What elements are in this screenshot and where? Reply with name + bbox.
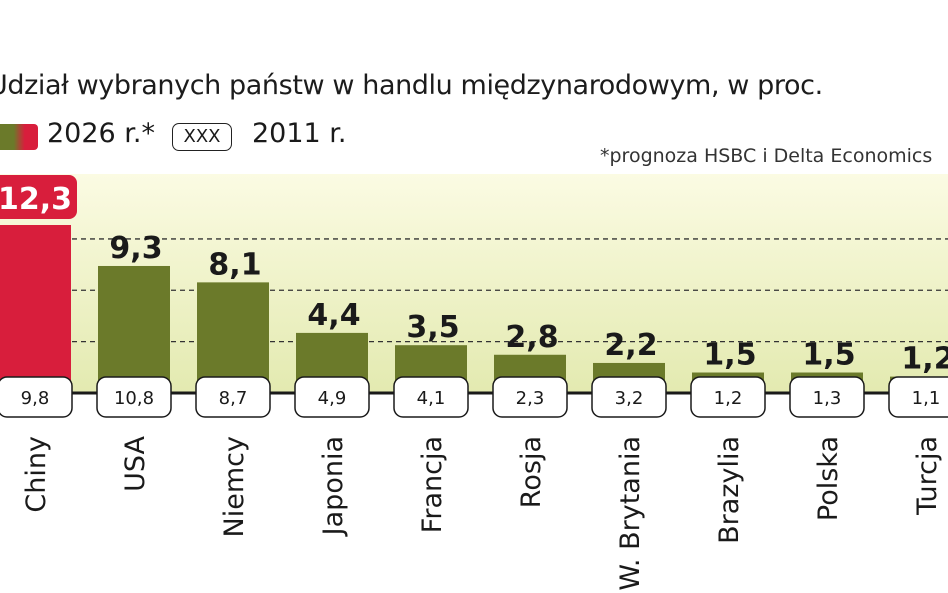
value-box-2011 [789, 376, 865, 418]
category-label: Brazylia [714, 436, 745, 544]
value-2011-label: 4,1 [417, 388, 446, 409]
bar-value-label: 1,2 [901, 342, 948, 377]
bar-1 [0, 225, 71, 393]
bar-value-label: 4,4 [307, 298, 360, 333]
bar-value-label: 12,3 [0, 182, 72, 217]
value-2011-label: 1,3 [813, 388, 842, 409]
value-box-2011 [0, 376, 73, 418]
value-box-2011 [591, 376, 667, 418]
value-2011-label: 9,8 [21, 388, 50, 409]
bar-value-label: 3,5 [406, 310, 459, 345]
value-box-2011 [492, 376, 568, 418]
category-label: Rosja [516, 436, 547, 508]
bar-value-label: 8,1 [208, 247, 261, 282]
value-box-2011 [195, 376, 271, 418]
category-label: W. Brytania [615, 436, 646, 591]
bar-value-label: 9,3 [109, 231, 162, 266]
category-label: Niemcy [219, 436, 250, 537]
value-box-2011 [690, 376, 766, 418]
footnote: *prognoza HSBC i Delta Economics [600, 145, 933, 167]
legend-label-2026: 2026 r.* [47, 118, 155, 149]
value-2011-label: 8,7 [219, 388, 248, 409]
legend-box-sample: XXX [172, 123, 232, 151]
value-box-2011 [294, 376, 370, 418]
value-2011-label: 4,9 [318, 388, 347, 409]
bar-value-label: 1,5 [703, 338, 756, 373]
category-label: Turcja [912, 436, 943, 516]
value-2011-label: 2,3 [516, 388, 545, 409]
value-box-2011 [393, 376, 469, 418]
category-label: USA [120, 435, 151, 491]
value-2011-label: 10,8 [114, 388, 154, 409]
value-box-2011 [96, 376, 172, 418]
bar-value-label: 1,5 [802, 338, 855, 373]
category-label: Francja [417, 436, 448, 533]
value-2011-label: 1,1 [912, 388, 941, 409]
bar-value-label: 2,8 [505, 320, 558, 355]
category-label: Japonia [318, 436, 349, 537]
highlight-label-bg [0, 175, 77, 219]
chart-title: Udział wybranych państw w handlu międzyn… [0, 70, 823, 101]
value-2011-label: 1,2 [714, 388, 743, 409]
category-label: Polska [813, 436, 844, 521]
value-2011-label: 3,2 [615, 388, 644, 409]
bar-3 [197, 282, 269, 393]
legend-label-2011: 2011 r. [252, 118, 347, 149]
category-label: Chiny [21, 436, 52, 513]
value-box-2011 [888, 376, 948, 418]
legend-swatch-2026 [0, 124, 38, 150]
bar-2 [98, 265, 170, 393]
bar-value-label: 2,2 [604, 328, 657, 363]
